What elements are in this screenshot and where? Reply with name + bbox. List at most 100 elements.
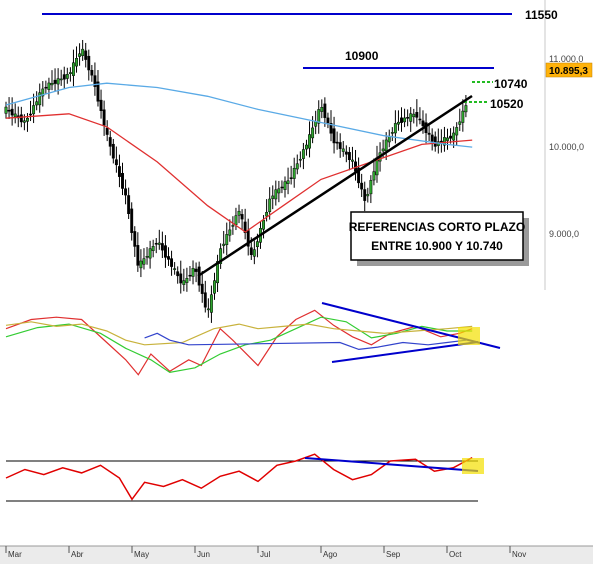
- candle-body: [329, 123, 333, 134]
- candle-body: [396, 121, 400, 125]
- candle-body: [393, 123, 397, 134]
- candle-body: [84, 50, 88, 60]
- osc2-highlight: [462, 458, 484, 474]
- candle-body: [111, 143, 115, 159]
- candle-body: [409, 113, 413, 122]
- candle-body: [188, 274, 192, 277]
- candle-body: [170, 258, 174, 267]
- oscillator-1-lines: [5, 309, 473, 376]
- osc2-trendline: [304, 457, 479, 472]
- candle-body: [179, 273, 183, 284]
- candle-body: [418, 118, 422, 121]
- candle-body: [326, 117, 330, 124]
- candle-body: [133, 231, 137, 247]
- candle-body: [446, 137, 449, 141]
- candle-body: [274, 189, 278, 200]
- moving-average-line-2: [5, 82, 473, 148]
- candle-body: [26, 118, 29, 122]
- candle-body: [105, 127, 109, 135]
- candle-body: [363, 189, 367, 201]
- candle-body: [50, 83, 54, 86]
- candle-body: [22, 120, 26, 123]
- candle-body: [99, 99, 103, 111]
- candle-body: [442, 137, 446, 146]
- x-tick-label-ago: Ago: [323, 550, 338, 559]
- osc1-trendline-lower: [331, 341, 479, 363]
- candle-body: [372, 171, 376, 181]
- candle-body: [127, 195, 131, 215]
- candle-body: [56, 78, 60, 85]
- candle-body: [255, 241, 259, 248]
- candle-body: [390, 132, 394, 134]
- candle-body: [403, 117, 407, 123]
- candle-body: [47, 82, 51, 90]
- candle-body: [163, 245, 167, 258]
- candle-body: [68, 72, 72, 74]
- candle-body: [203, 292, 207, 308]
- candle-body: [59, 78, 63, 81]
- candle-body: [305, 144, 308, 150]
- candle-body: [458, 121, 462, 125]
- candle-body: [464, 105, 468, 113]
- candle-body: [289, 177, 293, 179]
- candle-body: [308, 134, 311, 149]
- candle-body: [271, 195, 275, 199]
- candle-body: [145, 256, 149, 258]
- candle-body: [121, 172, 124, 189]
- candle-body: [72, 62, 75, 76]
- candle-body: [216, 261, 220, 284]
- candle-body: [430, 134, 434, 142]
- candle-body: [151, 246, 155, 251]
- support-trendline: [197, 94, 473, 278]
- candle-body: [277, 188, 281, 194]
- candle-body: [38, 92, 42, 106]
- candle-body: [90, 69, 94, 76]
- x-tick-label-oct: Oct: [449, 550, 462, 559]
- x-tick-label-abr: Abr: [71, 550, 84, 559]
- x-tick-label-jul: Jul: [260, 550, 270, 559]
- x-axis: Mar Abr May Jun Jul Ago Sep Oct Nov: [0, 545, 593, 564]
- candle-body: [320, 107, 324, 112]
- candle-body: [108, 137, 112, 147]
- oscillator-1-line-2: [5, 316, 473, 374]
- x-tick-label-nov: Nov: [512, 550, 526, 559]
- osc1-highlight: [458, 327, 480, 345]
- candle-body: [406, 117, 410, 119]
- oscillator-panel-1: [5, 302, 501, 376]
- candle-body: [194, 268, 198, 272]
- candle-body: [10, 108, 14, 116]
- y-tick-label-10000: 10.000,0: [549, 142, 584, 152]
- candle-body: [265, 211, 269, 217]
- candle-body: [249, 247, 253, 255]
- y-tick-label-9000: 9.000,0: [549, 229, 579, 239]
- level-label-10740: 10740: [494, 77, 528, 91]
- candle-body: [32, 105, 36, 115]
- x-tick-label-jun: Jun: [197, 550, 210, 559]
- candle-body: [283, 181, 287, 190]
- candle-body: [191, 268, 195, 277]
- candle-body: [240, 214, 244, 220]
- candle-body: [148, 248, 152, 259]
- candle-body: [335, 141, 339, 144]
- candle-body: [93, 75, 97, 87]
- candle-body: [311, 127, 315, 139]
- current-price-badge: [545, 62, 593, 78]
- candle-body: [347, 152, 351, 161]
- candle-body: [35, 101, 39, 106]
- candle-body: [167, 256, 170, 260]
- x-tick-label-mar: Mar: [8, 550, 22, 559]
- candle-body: [62, 74, 66, 80]
- candle-body: [439, 140, 443, 143]
- candle-body: [455, 127, 459, 136]
- candle-body: [231, 225, 235, 227]
- level-label-10520: 10520: [490, 97, 524, 111]
- candle-body: [81, 48, 85, 56]
- candle-body: [102, 109, 106, 126]
- candle-body: [412, 113, 416, 118]
- annotation-line-2: ENTRE 10.900 Y 10.740: [371, 239, 503, 253]
- candle-body: [357, 167, 361, 184]
- candle-body: [4, 106, 8, 114]
- candle-body: [222, 243, 226, 246]
- candle-body: [87, 55, 91, 71]
